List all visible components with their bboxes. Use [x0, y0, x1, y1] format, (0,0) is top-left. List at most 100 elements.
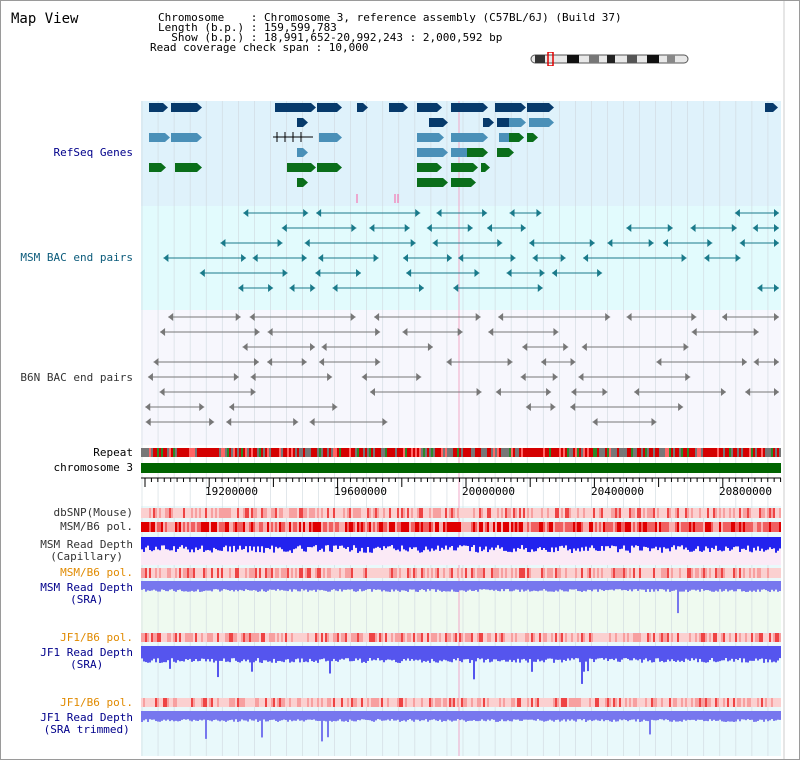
depth-bar: [225, 581, 227, 590]
depth-bar: [265, 646, 267, 661]
repeat-mark: [777, 448, 779, 457]
heat-cell: [681, 508, 683, 518]
heat-cell: [349, 698, 351, 707]
heat-cell: [175, 633, 177, 642]
heat-cell: [189, 568, 191, 578]
gene-block: [297, 118, 303, 127]
depth-bar: [523, 581, 525, 592]
depth-bar: [351, 646, 353, 662]
depth-bar: [533, 711, 535, 721]
depth-bar: [597, 711, 599, 721]
heat-cell: [437, 698, 439, 707]
depth-bar: [197, 581, 199, 590]
msm-bac-pair-end: [607, 239, 613, 247]
heat-cell: [659, 508, 661, 518]
heat-cell: [403, 522, 405, 532]
depth-bar: [605, 711, 607, 721]
depth-bar: [765, 646, 767, 660]
depth-bar: [687, 581, 689, 592]
heat-cell: [441, 633, 443, 642]
depth-bar: [219, 581, 221, 592]
depth-bar: [777, 537, 779, 551]
repeat-mark: [697, 448, 699, 457]
heat-cell: [237, 698, 239, 707]
heat-cell: [549, 522, 551, 532]
depth-bar: [719, 646, 721, 662]
heat-cell: [533, 508, 535, 518]
depth-bar: [511, 711, 513, 722]
depth-bar: [541, 646, 543, 661]
depth-bar: [563, 537, 565, 548]
heat-cell: [367, 633, 369, 642]
heat-cell: [625, 568, 627, 578]
heat-cell: [189, 698, 191, 707]
msm-bac-pair-end: [704, 254, 710, 262]
heat-cell: [197, 522, 199, 532]
depth-bar: [615, 537, 617, 547]
repeat-mark: [527, 448, 529, 457]
heat-cell: [635, 698, 637, 707]
heat-cell: [463, 698, 465, 707]
depth-bar: [585, 537, 587, 547]
depth-bar: [225, 711, 227, 722]
heat-cell: [477, 568, 479, 578]
heat-cell: [255, 568, 257, 578]
heat-cell: [219, 633, 221, 642]
heat-cell: [167, 698, 169, 707]
heat-cell: [447, 698, 449, 707]
depth-bar: [343, 711, 345, 722]
heat-cell: [247, 508, 249, 518]
heat-cell: [721, 568, 723, 578]
heat-cell: [649, 508, 651, 518]
depth-bar: [609, 646, 611, 660]
chromosome-ideogram-icon[interactable]: [529, 52, 691, 66]
heat-cell: [529, 522, 531, 532]
depth-bar: [243, 581, 245, 592]
heat-cell: [583, 522, 585, 532]
depth-bar: [753, 581, 755, 591]
depth-bar: [637, 537, 639, 546]
heat-cell: [633, 508, 635, 518]
heat-cell: [267, 568, 269, 578]
msm-bac-pair-end: [520, 224, 526, 232]
heat-cell: [677, 698, 679, 707]
depth-bar: [651, 646, 653, 663]
heat-cell: [533, 568, 535, 578]
depth-bar: [681, 711, 683, 722]
heat-cell: [359, 508, 361, 518]
depth-bar: [681, 646, 683, 661]
repeat-mark: [409, 448, 411, 457]
depth-bar: [599, 646, 601, 659]
msm-bac-pair-end: [752, 224, 758, 232]
depth-bar: [347, 646, 349, 659]
heat-cell: [417, 698, 419, 707]
depth-bar: [591, 581, 593, 592]
depth-bar: [545, 581, 547, 591]
heat-cell: [413, 568, 415, 578]
depth-bar: [689, 646, 691, 661]
heat-cell: [507, 633, 509, 642]
heat-cell: [183, 508, 185, 518]
heat-cell: [765, 633, 767, 642]
msm-bac-pair-end: [757, 284, 763, 292]
heat-cell: [497, 568, 499, 578]
depth-bar: [447, 646, 449, 662]
depth-bar: [169, 581, 171, 590]
depth-bar: [493, 537, 495, 551]
depth-bar: [369, 581, 371, 590]
depth-bar: [381, 646, 383, 661]
depth-bar: [623, 581, 625, 590]
depth-bar: [149, 646, 151, 663]
depth-bar: [551, 537, 553, 548]
depth-bar: [197, 537, 199, 551]
heat-cell: [669, 698, 671, 707]
heat-cell: [383, 698, 385, 707]
heat-cell: [399, 568, 401, 578]
msm-bac-pair-end: [277, 239, 283, 247]
heat-cell: [401, 508, 403, 518]
heat-cell: [589, 568, 591, 578]
depth-bar: [631, 581, 633, 592]
heat-cell: [187, 698, 189, 707]
heat-cell: [221, 698, 223, 707]
